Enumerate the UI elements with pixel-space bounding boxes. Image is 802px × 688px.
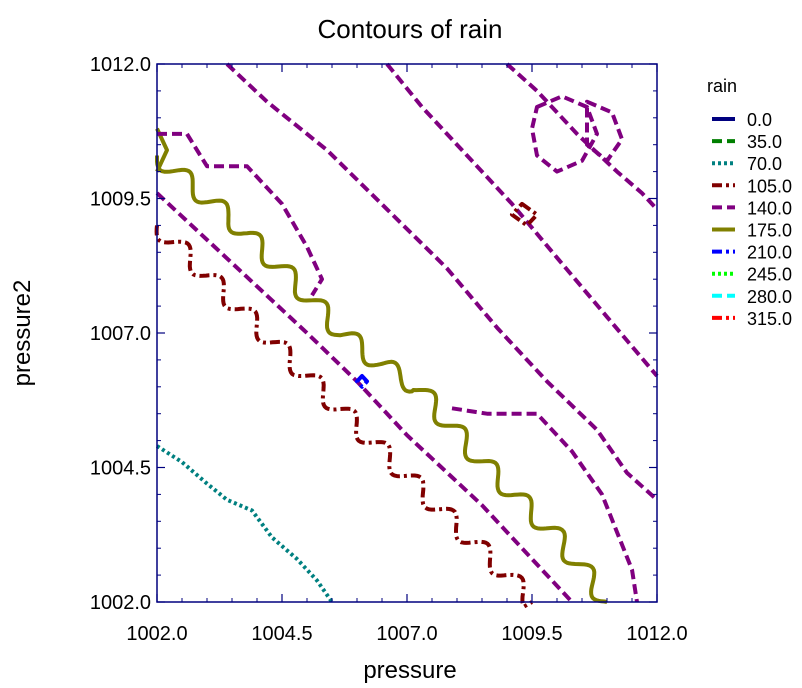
legend-label: 105.0 (747, 176, 792, 196)
legend-label: 0.0 (747, 110, 772, 130)
contour-line-140.0 (585, 99, 624, 163)
legend-label: 315.0 (747, 309, 792, 329)
legend-label: 175.0 (747, 221, 792, 241)
contour-line-210.0 (355, 374, 369, 389)
legend-label: 35.0 (747, 132, 782, 152)
x-tick-label: 1009.5 (501, 623, 562, 645)
contour-line-140.0 (385, 62, 659, 378)
plot-frame (156, 63, 658, 603)
contour-line-105.0 (154, 225, 533, 609)
contour-line-105.0 (510, 201, 539, 228)
x-tick-label: 1004.5 (251, 623, 312, 645)
x-tick-label: 1002.0 (126, 623, 187, 645)
y-tick-label: 1009.5 (90, 189, 151, 211)
y-tick-label: 1002.0 (90, 592, 151, 614)
contour-lines (154, 62, 659, 609)
contour-line-140.0 (451, 406, 639, 603)
contour-line-140.0 (530, 94, 599, 174)
contour-line-140.0 (225, 62, 659, 502)
contour-line-175.0 (155, 155, 608, 604)
axis-ticks: 1002.0 1004.5 1007.0 1009.5 1012.0 1002.0 1004… (90, 54, 688, 645)
chart-title: Contours of rain (318, 14, 503, 44)
y-tick-label: 1004.5 (90, 458, 151, 480)
legend-label: 140.0 (747, 198, 792, 218)
contour-line-140.0 (155, 191, 574, 604)
x-tick-label: 1012.0 (626, 623, 687, 645)
x-axis-label: pressure (363, 657, 456, 684)
contour-line-70.0 (155, 444, 334, 604)
legend-title: rain (707, 76, 737, 96)
legend-label: 245.0 (747, 265, 792, 285)
legend-label: 210.0 (747, 243, 792, 263)
legend-label: 280.0 (747, 287, 792, 307)
y-axis-label: pressure2 (9, 280, 36, 387)
contour-line-140.0 (157, 131, 324, 297)
contour-line-140.0 (505, 62, 659, 211)
y-tick-label: 1012.0 (90, 54, 151, 76)
x-tick-label: 1007.0 (376, 623, 437, 645)
y-tick-label: 1007.0 (90, 323, 151, 345)
legend-label: 70.0 (747, 154, 782, 174)
